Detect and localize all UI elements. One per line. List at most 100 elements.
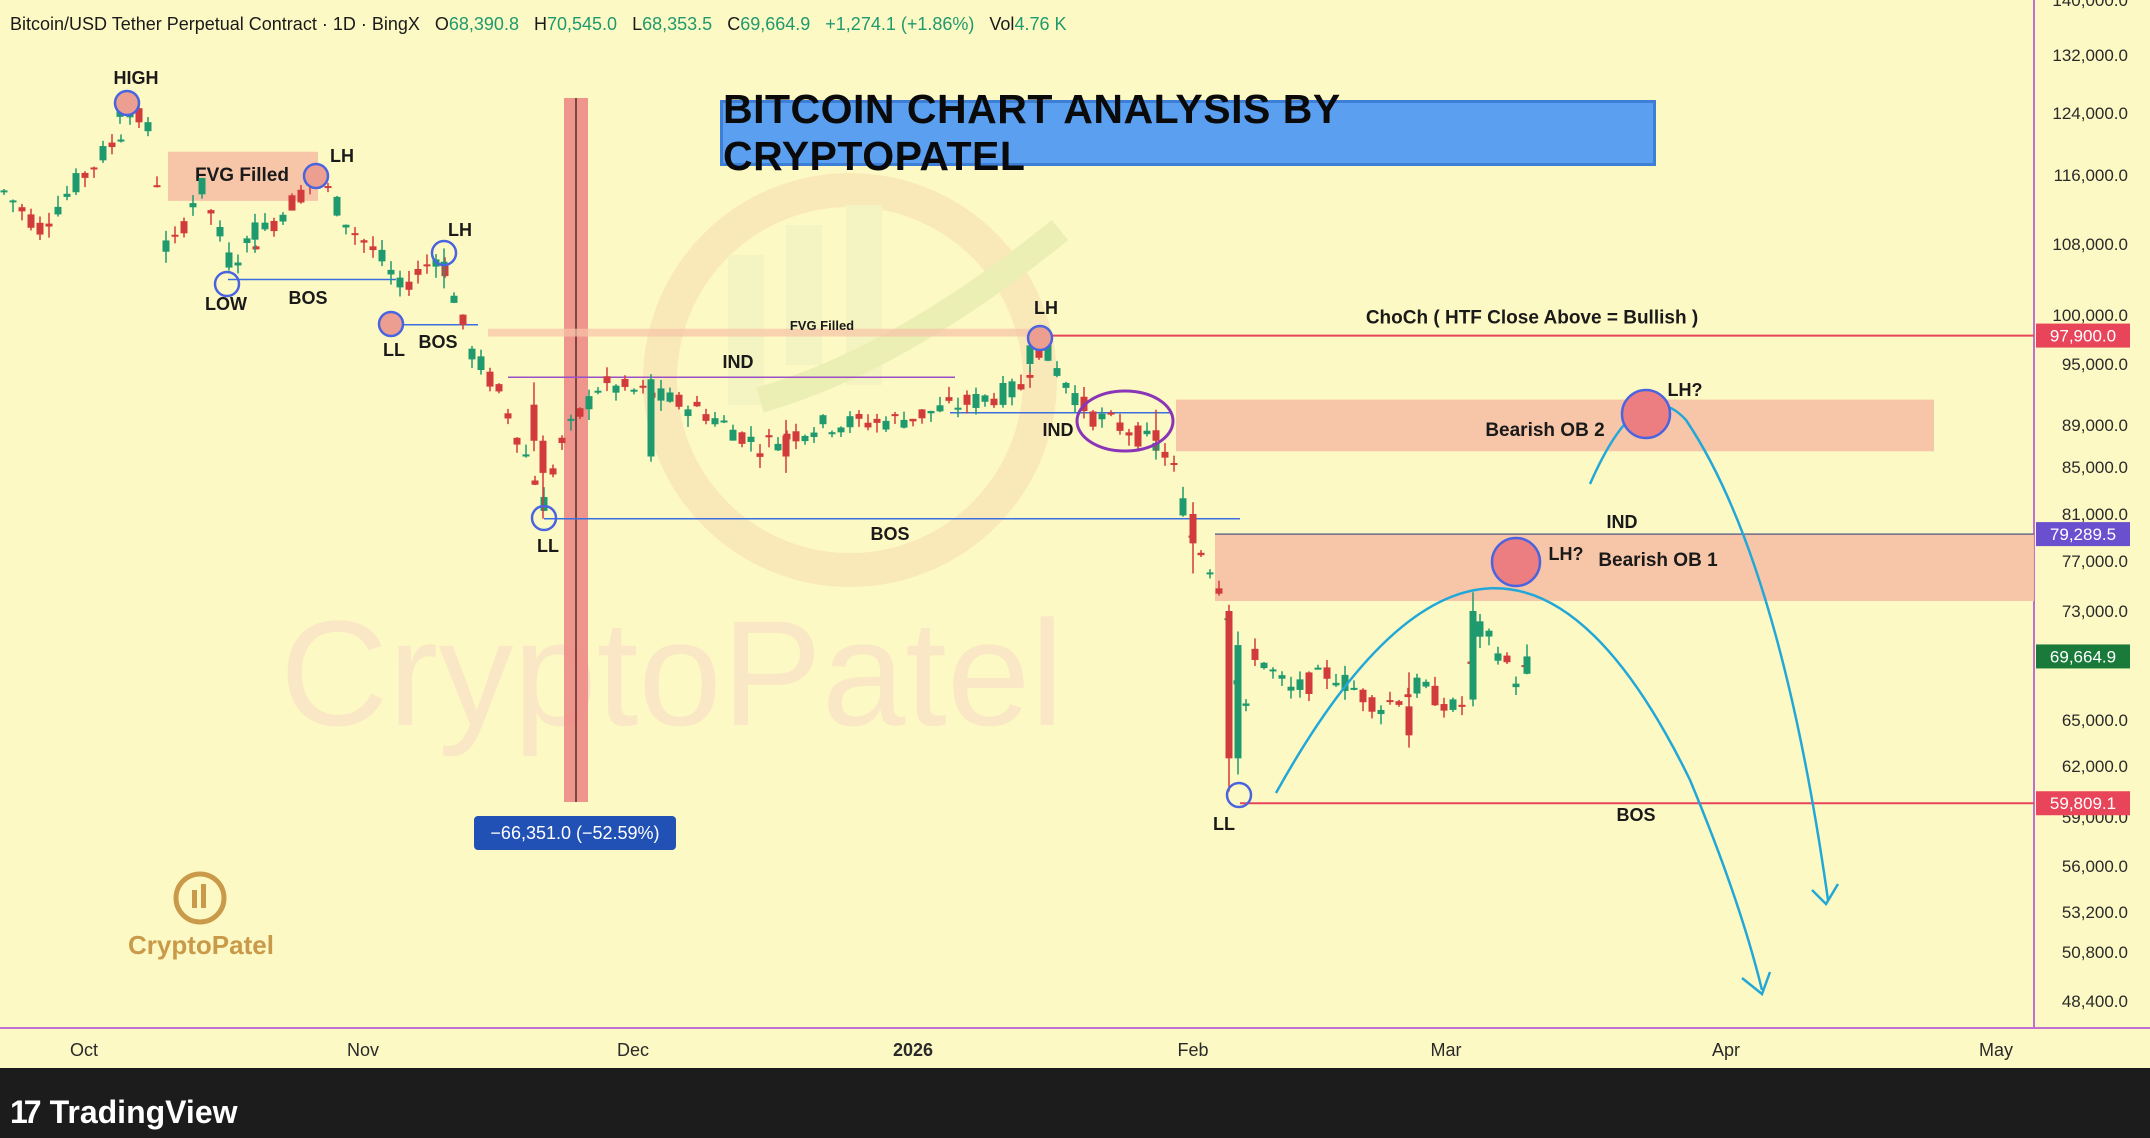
x-tick-6: Mar [1431,1040,1462,1060]
candle-body [405,281,413,290]
candle-body [603,376,611,384]
marker-3 [213,270,241,298]
key-candle-10-body [1189,514,1197,544]
close-value: 69,664.9 [740,14,811,34]
projection-layer [1075,389,1840,997]
y-tick-16: 116,000.0 [2054,166,2128,185]
candle-body [1098,413,1106,420]
x-tick-7: Apr [1712,1040,1740,1060]
candle-body [963,394,971,405]
candle-body [891,414,899,417]
coin-icon [173,871,227,925]
candle-body [1242,703,1250,706]
candle-body [324,186,332,189]
key-candle-8-body [1026,345,1034,364]
price-chart[interactable]: CryptoPatel Bearish OB 2 Bearish OB 1 FVG … [0,0,2150,1068]
candle-body [711,418,719,425]
candle-body [936,405,944,412]
annotation-16: LL [1213,814,1235,834]
x-tick-2: Nov [347,1040,379,1060]
price-labels: 97,900.0 79,289.5 69,664.9 59,809.1 [2036,323,2130,816]
ind-ellipse [1075,389,1175,453]
annotation-6: LL [383,340,405,360]
candle-body [1332,682,1340,686]
annotation-11: LH [1034,298,1058,318]
candle-body [495,384,503,392]
candle-body [459,314,467,325]
candle-body [720,420,728,423]
candle-body [1206,572,1214,575]
arrow-1-icon [1741,971,1772,997]
low-value: 68,353.5 [642,14,713,34]
y-tick-2: 50,800.0 [2062,943,2128,962]
candle-body [1305,672,1313,694]
candle-body [333,196,341,216]
candle-body [396,277,404,288]
zone-label-3: FVG Filled [195,165,289,186]
candle-body [558,437,566,444]
candle-body [1026,375,1034,378]
candle-body [180,221,188,234]
price-label-bg-1 [2036,323,2130,348]
candle-body [900,419,908,428]
candle-body [1278,675,1286,679]
marker-6 [530,504,558,532]
candle-body [1215,588,1223,594]
y-tick-15: 108,000.0 [2052,235,2128,254]
candle-body [855,414,863,419]
candle-body [630,389,638,392]
symbol-header: Bitcoin/USD Tether Perpetual Contract · … [10,14,1066,35]
candle-body [1341,674,1349,691]
annotation-3: LOW [205,294,247,314]
zone-1 [1176,399,1934,452]
candle-body [342,224,350,228]
x-tick-5: Feb [1177,1040,1208,1060]
annotation-8: IND [723,352,754,372]
close-label: C [727,14,741,34]
key-candle-6-body [647,379,655,457]
candle-body [1386,700,1394,703]
candle-body [1449,699,1457,710]
candle-body [1170,462,1178,465]
candle-body [144,122,152,132]
high-label: H [533,14,547,34]
key-candle-9-body [1152,430,1160,441]
candle-body [189,203,197,208]
y-tick-9: 77,000.0 [2062,552,2128,571]
candle-body [54,206,62,215]
candle-body [954,407,962,410]
y-axis-ticks: 48,400.050,800.053,200.056,000.059,000.0… [2052,0,2128,1011]
high-value: 70,545.0 [546,14,618,34]
candle-body [279,214,287,222]
projection-curve-1 [1274,587,1764,991]
candle-body [810,432,818,438]
candle-body [468,348,476,360]
key-candle-7-body [782,435,790,457]
marker-10 [1620,388,1672,440]
candle-body [9,200,17,203]
candle-body [1008,381,1016,398]
candle-body [1107,412,1115,415]
annotation-15: LH? [1668,380,1703,400]
candle-body [621,378,629,387]
candle-body [1485,630,1493,637]
zone-label-2: Bearish OB 1 [1598,550,1718,571]
candle-body [864,422,872,428]
candle-body [774,443,782,451]
candle-body [1251,648,1259,660]
candle-body [1062,382,1070,388]
candle-body [1296,679,1304,690]
y-tick-7: 65,000.0 [2062,711,2128,730]
y-tick-6: 62,000.0 [2062,757,2128,776]
candle-body [378,249,386,262]
candle-body [117,139,125,142]
candle-body [756,453,764,457]
candle-body [360,240,368,243]
candle-body [666,392,674,402]
annotation-1: HIGH [114,68,159,88]
candle-body [414,268,422,275]
tradingview-logo[interactable]: 17 TradingView [10,1094,238,1131]
key-candle-15-body [1523,656,1531,674]
candle-body [729,429,737,441]
